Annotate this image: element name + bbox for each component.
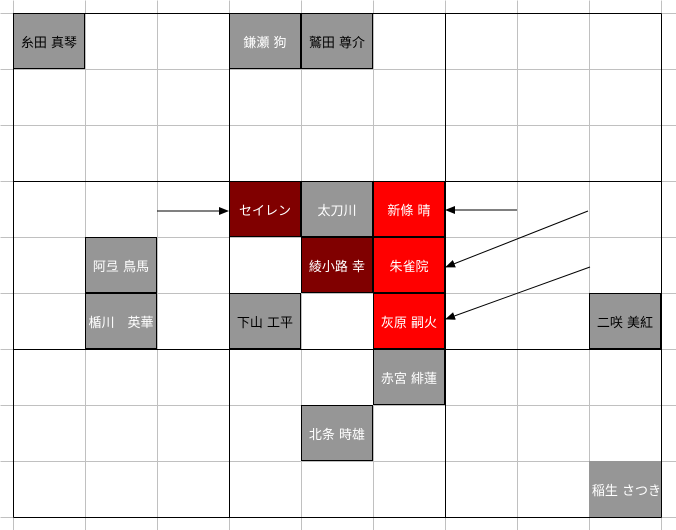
cell-tatekawa-eika[interactable]: 楯川 英華 <box>85 293 157 349</box>
cell-inou-satsuki[interactable]: 稲生 さつき <box>589 461 661 517</box>
cell-shinjo-hare[interactable]: 新條 晴 <box>373 181 445 237</box>
cell-hojo-tokio[interactable]: 北条 時雄 <box>301 405 373 461</box>
cell-tachikawa[interactable]: 太刀川 <box>301 181 373 237</box>
cell-itoda-makoto[interactable]: 糸田 真琴 <box>13 13 85 69</box>
cell-kamase-ku[interactable]: 鎌瀬 狗 <box>229 13 301 69</box>
cell-akamiya-hiren[interactable]: 赤宮 緋蓮 <box>373 349 445 405</box>
cell-seiren[interactable]: セイレン <box>229 181 301 237</box>
cell-haibara-tsuguhi[interactable]: 灰原 嗣火 <box>373 293 445 349</box>
cell-suzakuin[interactable]: 朱雀院 <box>373 237 445 293</box>
cell-washida-sonsuke[interactable]: 鷲田 尊介 <box>301 13 373 69</box>
cell-ate-toma[interactable]: 阿弖 鳥馬 <box>85 237 157 293</box>
cell-shimoyama-kohei[interactable]: 下山 工平 <box>229 293 301 349</box>
cell-nisaki-miku[interactable]: 二咲 美紅 <box>589 293 661 349</box>
cell-ayanokoji-sachi[interactable]: 綾小路 幸 <box>301 237 373 293</box>
